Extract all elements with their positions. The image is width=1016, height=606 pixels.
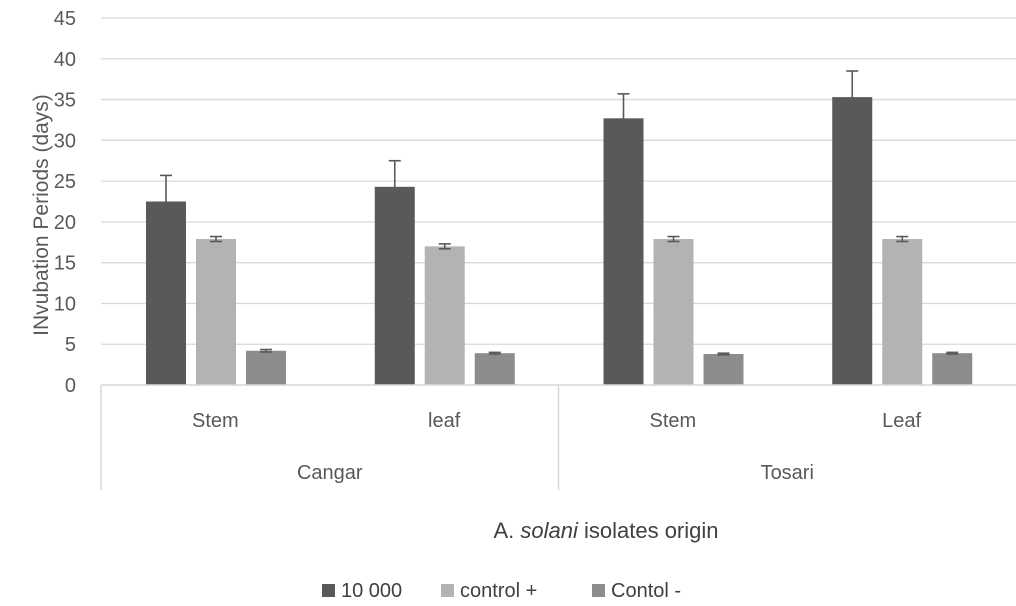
bar xyxy=(374,186,415,385)
bar xyxy=(474,353,515,385)
x-tick-label: Stem xyxy=(650,410,697,432)
bar xyxy=(146,201,186,385)
legend-swatch xyxy=(322,584,335,597)
bar xyxy=(703,354,744,385)
legend-label: Contol - xyxy=(611,580,681,602)
x-axis-label-part: A. xyxy=(493,518,520,543)
x-axis-label-italic: solani xyxy=(520,518,579,543)
bars xyxy=(146,97,973,386)
x-tick-label: Stem xyxy=(192,410,239,432)
y-tick-label: 10 xyxy=(54,293,76,315)
bar xyxy=(932,353,973,385)
legend-label: 10 000 xyxy=(341,580,402,602)
bar xyxy=(424,246,465,385)
bar xyxy=(882,239,923,385)
y-tick-label: 35 xyxy=(54,90,76,112)
x-axis: Stem leaf Cangar Stem Leaf Tosari xyxy=(100,384,1016,490)
bar xyxy=(603,118,644,386)
gridlines xyxy=(101,17,1016,386)
y-axis-ticks: 0 5 10 15 20 25 30 35 40 45 xyxy=(54,8,76,397)
legend-swatch xyxy=(592,584,605,597)
y-axis-label: INvubation Periods (days) xyxy=(30,94,53,336)
y-tick-label: 15 xyxy=(54,253,76,275)
y-tick-label: 40 xyxy=(54,49,76,71)
bar xyxy=(196,239,236,385)
bar xyxy=(653,239,694,385)
x-axis-label: A. solani isolates origin xyxy=(493,518,718,543)
legend-label: control + xyxy=(460,580,537,602)
x-group-label: Tosari xyxy=(761,462,814,484)
error-bars xyxy=(160,70,959,356)
y-tick-label: 45 xyxy=(54,8,76,30)
bar xyxy=(832,97,873,385)
bar xyxy=(246,350,286,385)
x-group-label: Cangar xyxy=(297,462,363,484)
y-tick-label: 20 xyxy=(54,212,76,234)
y-tick-label: 25 xyxy=(54,171,76,193)
x-tick-label: leaf xyxy=(428,410,461,432)
y-tick-label: 30 xyxy=(54,130,76,152)
x-tick-label: Leaf xyxy=(882,410,921,432)
y-tick-label: 0 xyxy=(65,375,76,397)
legend: 10 000 control + Contol - xyxy=(322,580,681,602)
y-tick-label: 5 xyxy=(65,334,76,356)
legend-swatch xyxy=(441,584,454,597)
x-axis-label-part: isolates origin xyxy=(578,518,719,543)
